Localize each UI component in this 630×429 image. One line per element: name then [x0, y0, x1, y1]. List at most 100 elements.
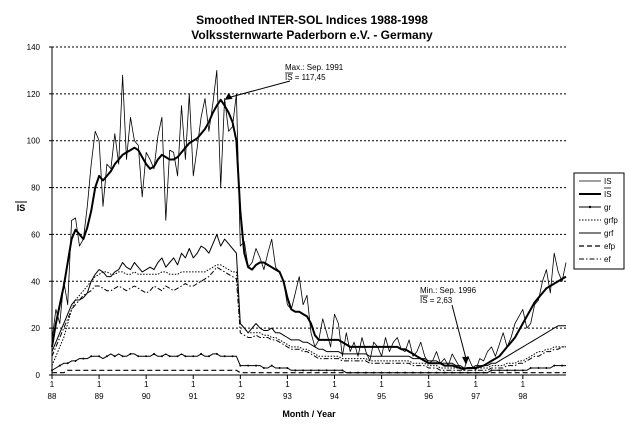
y-tick-label-40: 40: [31, 277, 40, 286]
x-tick-month-94: 1: [332, 380, 337, 389]
x-tick-year-88: 88: [48, 392, 57, 401]
series-point-2-120: [521, 369, 524, 372]
series-point-2-6: [74, 359, 77, 362]
series-point-2-8: [82, 357, 85, 360]
series-point-2-28: [160, 355, 163, 358]
series-point-2-124: [537, 366, 540, 369]
x-axis-label: Month / Year: [282, 409, 336, 419]
series-point-2-50: [247, 364, 250, 367]
series-point-2-16: [113, 355, 116, 358]
x-tick-year-98: 98: [518, 392, 527, 401]
y-axis-label: IS: [17, 203, 26, 213]
series-point-2-2: [58, 364, 61, 367]
x-tick-month-98: 1: [521, 380, 526, 389]
legend-label-4: grf: [604, 229, 614, 238]
series-point-2-48: [239, 364, 242, 367]
axes: [49, 46, 566, 379]
x-tick-month-96: 1: [426, 380, 431, 389]
annotation-max-line1: Max.: Sep. 1991: [285, 63, 344, 72]
annotation-min-arrow: [451, 304, 467, 359]
series-point-2-72: [333, 369, 336, 372]
series-point-2-118: [513, 369, 516, 372]
series-point-2-64: [302, 369, 305, 372]
annotation-max-arrowhead: [224, 92, 233, 100]
y-tick-label-20: 20: [31, 324, 40, 333]
y-tick-label-80: 80: [31, 184, 40, 193]
series-point-2-62: [294, 369, 297, 372]
y-tick-label-120: 120: [27, 90, 41, 99]
series-point-2-60: [286, 366, 289, 369]
series-point-2-114: [498, 369, 501, 372]
series-point-2-20: [129, 352, 132, 355]
series-point-2-32: [176, 355, 179, 358]
x-tick-year-89: 89: [95, 392, 104, 401]
y-tick-label-140: 140: [27, 43, 41, 52]
series-point-2-36: [192, 355, 195, 358]
legend-label-2: gr: [604, 203, 611, 212]
series-point-2-18: [121, 355, 124, 358]
series-point-2-10: [90, 355, 93, 358]
series-point-2-42: [215, 352, 218, 355]
tick-labels: 0 20 40 60 80 100 120 140 1 88 1 89 1 90 1 91 1 92 1 93 1 94 1…: [27, 43, 528, 401]
chart-title: Smoothed INTER-SOL Indices 1988-1998: [196, 13, 428, 27]
series-point-2-126: [545, 366, 548, 369]
series-point-2-112: [490, 369, 493, 372]
legend: IS IS gr grfp grf efp ef: [573, 172, 625, 270]
grid-lines: [52, 46, 566, 329]
annotation-min-line1: Min.: Sep. 1996: [420, 286, 477, 295]
series-point-2-40: [207, 355, 210, 358]
x-tick-month-92: 1: [238, 380, 243, 389]
x-tick-month-95: 1: [379, 380, 384, 389]
series-point-2-56: [270, 364, 273, 367]
x-tick-month-90: 1: [144, 380, 149, 389]
series-line-4: [51, 233, 566, 369]
x-tick-year-91: 91: [189, 392, 198, 401]
legend-label-6: ef: [604, 255, 611, 264]
series-line-6: [51, 266, 566, 371]
annotation-max-line2: IS = 117,45: [285, 73, 326, 82]
series-point-2-34: [184, 355, 187, 358]
series-line-0: [51, 70, 567, 371]
y-tick-label-100: 100: [27, 137, 41, 146]
series-point-2-22: [137, 355, 140, 358]
x-tick-year-92: 92: [236, 392, 245, 401]
chart-subtitle: Volkssternwarte Paderborn e.V. - Germany: [191, 28, 433, 42]
series-point-2-58: [278, 366, 281, 369]
series-point-2-24: [145, 355, 148, 358]
series-point-2-70: [325, 369, 328, 372]
series-point-2-68: [317, 369, 320, 372]
series-line-5: [52, 369, 566, 374]
series-point-2-46: [231, 355, 234, 358]
annotation-min-line2: IS = 2,63: [420, 296, 453, 305]
series-point-2-14: [105, 355, 108, 358]
series-line-1: [51, 98, 567, 370]
series-point-2-0: [51, 369, 53, 372]
series-line-3: [51, 264, 566, 369]
x-tick-month-88: 1: [50, 380, 55, 389]
series-point-2-54: [262, 366, 265, 369]
y-tick-label-60: 60: [31, 230, 40, 239]
series-point-2-130: [561, 364, 564, 367]
annotation-min-arrowhead: [462, 356, 470, 365]
legend-label-3: grfp: [604, 216, 618, 225]
series-point-2-122: [529, 366, 532, 369]
y-tick-label-0: 0: [36, 371, 41, 380]
series-point-2-30: [168, 355, 171, 358]
legend-box: [573, 172, 625, 270]
series-point-2-38: [200, 352, 203, 355]
series-point-2-52: [255, 364, 258, 367]
series-point-2-66: [309, 369, 312, 372]
series-point-2-128: [553, 364, 556, 367]
x-tick-month-89: 1: [97, 380, 102, 389]
x-tick-year-96: 96: [424, 392, 433, 401]
series-lines: [51, 70, 567, 374]
legend-label-5: efp: [604, 242, 616, 251]
legend-label-0: IS: [604, 177, 612, 186]
legend-label-1: IS: [604, 190, 612, 199]
x-tick-year-93: 93: [283, 392, 292, 401]
series-point-2-4: [66, 362, 69, 365]
x-tick-month-97: 1: [474, 380, 479, 389]
x-tick-year-95: 95: [377, 392, 386, 401]
